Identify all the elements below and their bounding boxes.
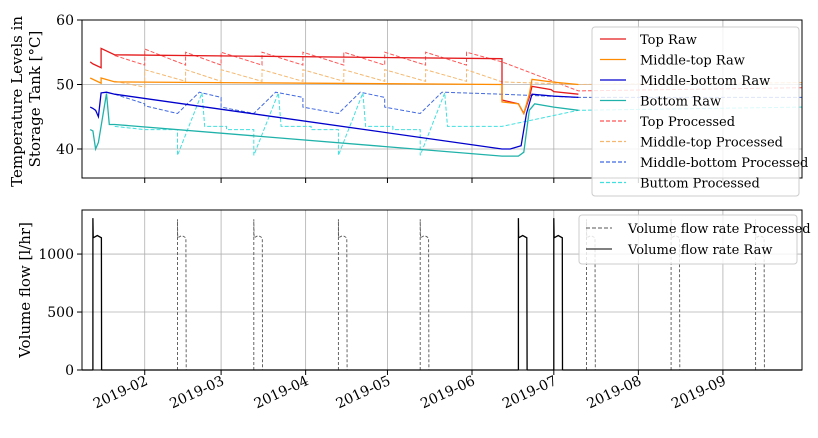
volume-flow-legend-box [578, 214, 798, 265]
temperature-y-tick-label: 40 [56, 142, 74, 158]
legend-label-top-raw: Top Raw [640, 33, 697, 48]
temperature-y-tick-label: 60 [56, 13, 74, 29]
legend-label-middle-top-raw: Middle-top Raw [640, 54, 745, 69]
temperature-legend-box [591, 26, 800, 197]
volume-flow-x-tick-label: 2019-07 [500, 373, 559, 412]
temperature-y-ticks: 40 50 60 [56, 13, 82, 158]
volume-flow-x-tick-label: 2019-08 [585, 373, 644, 412]
temperature-y-tick-label: 50 [56, 77, 74, 93]
legend-label-middle-bottom-raw: Middle-bottom Raw [640, 74, 770, 89]
series-middle-top-raw [89, 77, 579, 116]
volume-flow-x-tick-label: 2019-06 [418, 373, 478, 412]
temperature-y-axis-label: Temperature Levels in Storage Tank [°C] [8, 11, 44, 187]
volume-flow-y-tick-label: 0 [65, 363, 74, 379]
volume-flow-x-tick-label: 2019-03 [167, 373, 226, 412]
volume-flow-y-axis-label: Volume flow [l/hr] [16, 222, 34, 359]
temperature-legend: Top Raw Middle-top Raw Middle-bottom Raw Bo… [591, 26, 808, 197]
temperature-y-axis-label-line-1: Temperature Levels in [8, 16, 26, 187]
volume-flow-plot-frame [81, 209, 803, 371]
legend-label-buttom-processed: Buttom Processed [640, 177, 760, 192]
volume-flow-y-ticks: 0 500 1000 [38, 247, 82, 379]
volume-flow-y-tick-label: 500 [47, 305, 74, 321]
temperature-series [89, 47, 803, 157]
temperature-legend-entries: Top Raw Middle-top Raw Middle-bottom Raw Bo… [600, 33, 808, 192]
legend-label-middle-top-processed: Middle-top Processed [640, 136, 783, 151]
temperature-y-axis-label-line-2: Storage Tank [°C] [26, 31, 44, 168]
series-middle-bottom-raw [89, 91, 579, 150]
series-middle-bottom-processed [114, 91, 802, 115]
legend-label-volume-flow-rate-raw: Volume flow rate Raw [627, 243, 772, 258]
volume-flow-legend: Volume flow rate Processed Volume flow ra… [578, 214, 811, 265]
legend-label-volume-flow-rate-processed: Volume flow rate Processed [627, 222, 811, 237]
volume-flow-y-tick-label: 1000 [38, 247, 74, 263]
volume-flow-x-tick-label: 2019-02 [91, 373, 150, 412]
volume-flow-legend-entries: Volume flow rate Processed Volume flow ra… [586, 222, 811, 258]
legend-label-top-processed: Top Processed [640, 115, 735, 130]
legend-label-middle-bottom-processed: Middle-bottom Processed [640, 156, 808, 171]
series-bottom-raw [89, 93, 579, 157]
series-middle-top-processed [114, 68, 803, 88]
volume-flow-x-ticks: 2019-02 2019-03 2019-04 2019-05 2019-06 2019-… [91, 370, 729, 412]
series-top-raw [89, 47, 579, 116]
temperature-panel: 40 50 60 Temperature Levels in Storage Tan… [8, 11, 808, 197]
legend-label-bottom-raw: Bottom Raw [640, 95, 721, 110]
volume-flow-x-tick-label: 2019-04 [252, 373, 312, 412]
temperature-plot-frame [81, 19, 803, 179]
volume-flow-x-tick-label: 2019-05 [334, 373, 393, 412]
volume-flow-x-tick-label: 2019-09 [669, 373, 728, 412]
